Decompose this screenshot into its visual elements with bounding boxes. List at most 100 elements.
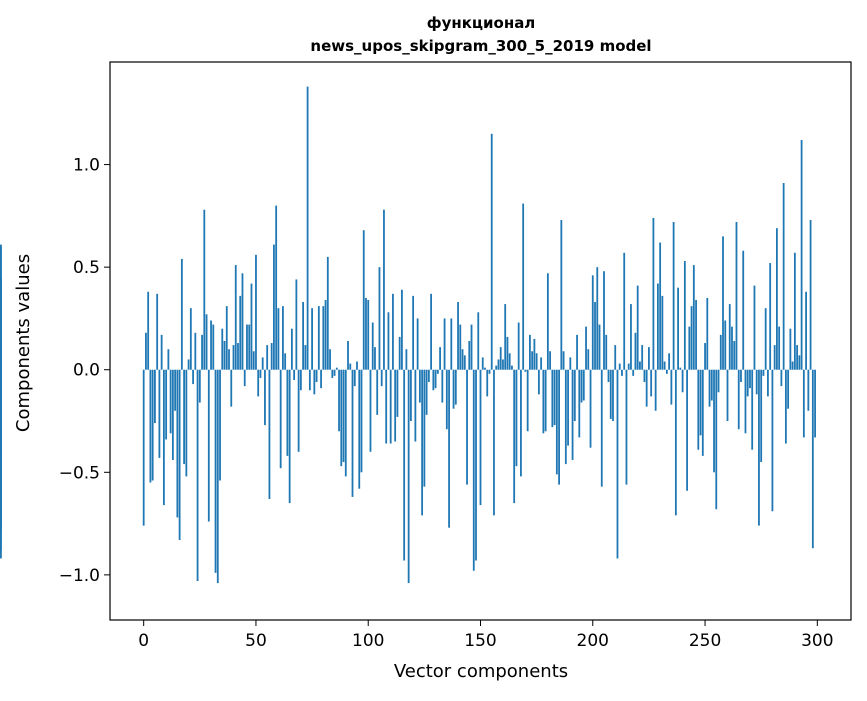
bar: [731, 326, 733, 370]
bar: [645, 369, 648, 407]
bar: [461, 349, 464, 370]
bar: [515, 369, 518, 467]
bar: [580, 369, 583, 403]
bar: [663, 361, 666, 370]
bar: [268, 369, 271, 499]
bar: [219, 369, 221, 481]
bar: [243, 369, 246, 387]
bar: [445, 369, 448, 430]
bar: [773, 345, 776, 370]
bar: [423, 369, 426, 487]
bar: [147, 291, 150, 370]
bar: [203, 209, 206, 370]
bar: [466, 369, 468, 485]
bar: [778, 326, 781, 370]
bar: [288, 369, 291, 504]
bar: [479, 369, 482, 506]
bar: [171, 369, 174, 460]
bar: [439, 347, 441, 370]
bar: [508, 353, 511, 370]
bar: [306, 86, 309, 370]
bar: [488, 369, 491, 374]
y-axis: −1.0 −0.5 0.0 0.5 1.0: [59, 156, 110, 586]
bar: [212, 324, 215, 370]
bar: [308, 369, 311, 391]
bar: [324, 299, 327, 370]
bar: [791, 361, 794, 370]
bar: [585, 326, 587, 370]
bar: [674, 369, 677, 516]
bar: [722, 236, 724, 370]
bar: [551, 369, 554, 428]
bar: [356, 361, 358, 370]
bar: [506, 336, 509, 370]
bar: [486, 369, 489, 397]
bar: [205, 314, 208, 370]
bar: [502, 359, 504, 370]
bar: [340, 369, 343, 467]
bar: [573, 369, 576, 422]
bar: [432, 369, 435, 391]
y-tick-label: −0.5: [59, 463, 100, 483]
bar: [374, 347, 376, 370]
bar: [623, 252, 626, 370]
bar: [735, 222, 738, 370]
bar: [252, 351, 255, 370]
bar: [380, 369, 383, 387]
bar: [403, 369, 406, 561]
bar: [668, 353, 671, 370]
bar: [576, 334, 578, 370]
bar: [237, 343, 239, 370]
bar: [369, 369, 372, 452]
bar: [776, 228, 778, 370]
x-tick-label: 250: [689, 631, 721, 651]
bar: [412, 295, 415, 370]
bar: [436, 369, 439, 374]
bar: [371, 322, 374, 370]
bar: [201, 334, 203, 370]
bar: [326, 256, 329, 370]
x-tick-label: 300: [801, 631, 833, 651]
y-tick-label: −1.0: [59, 566, 100, 586]
bar: [751, 369, 754, 450]
bar: [681, 369, 684, 393]
bar: [151, 369, 154, 481]
bar: [701, 369, 704, 456]
bar: [396, 369, 399, 417]
bar: [531, 351, 534, 370]
bar: [189, 308, 192, 370]
bar: [401, 289, 403, 370]
bar: [295, 279, 298, 370]
bar: [600, 369, 603, 487]
bar: [607, 369, 610, 383]
bar: [452, 369, 455, 409]
bar: [158, 369, 161, 458]
bar: [762, 369, 765, 376]
bar: [742, 250, 745, 370]
bar: [398, 336, 401, 370]
bar: [733, 341, 736, 370]
bar: [737, 369, 740, 430]
bar: [627, 363, 630, 370]
bar: [511, 365, 513, 370]
bar: [695, 299, 697, 370]
bar: [317, 306, 320, 370]
bar: [755, 369, 758, 395]
bar: [365, 297, 367, 370]
bar: [639, 361, 641, 370]
bar: [596, 267, 599, 370]
bar: [234, 265, 237, 370]
bar: [697, 369, 700, 450]
bar: [618, 363, 621, 370]
bar: [549, 351, 552, 370]
bar: [223, 341, 226, 370]
bar: [299, 369, 302, 391]
bar: [376, 369, 379, 415]
x-tick-label: 0: [138, 631, 149, 651]
chart-title: функционал: [427, 14, 536, 32]
bar: [367, 299, 370, 370]
bar: [746, 369, 749, 397]
bar: [277, 308, 280, 370]
bar: [616, 369, 619, 559]
bar: [589, 369, 592, 448]
